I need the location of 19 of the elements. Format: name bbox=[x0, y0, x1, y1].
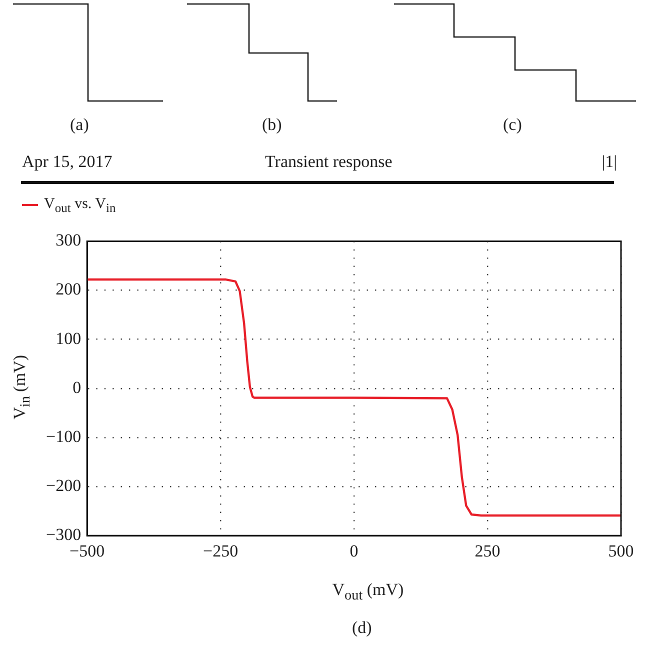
legend-label: V$_{out}$ vs. V$_{in}$ bbox=[43, 196, 116, 216]
text: |1| bbox=[602, 152, 617, 172]
text: (c) bbox=[503, 115, 522, 135]
x-tick-label: −250 bbox=[203, 541, 238, 560]
x-axis-title: V$_{out}$ (mV) bbox=[331, 580, 405, 604]
y-tick-label: 300 bbox=[56, 230, 82, 250]
y-tick-label: 200 bbox=[56, 280, 82, 299]
text: (a) bbox=[70, 115, 89, 135]
x-tick-label: 250 bbox=[474, 541, 500, 560]
text: (b) bbox=[262, 115, 282, 135]
chart-title: Transient response bbox=[265, 152, 392, 172]
text: Apr 15, 2017 bbox=[22, 152, 112, 172]
x-tick-label: 500 bbox=[608, 541, 634, 560]
x-tick-label: 0 bbox=[350, 541, 358, 560]
y-tick-label: 100 bbox=[56, 328, 82, 348]
text: (d) bbox=[352, 618, 372, 638]
y-tick-label: 0 bbox=[72, 378, 82, 397]
y-tick-label: −200 bbox=[46, 476, 82, 495]
y-tick-label: −100 bbox=[46, 426, 82, 446]
